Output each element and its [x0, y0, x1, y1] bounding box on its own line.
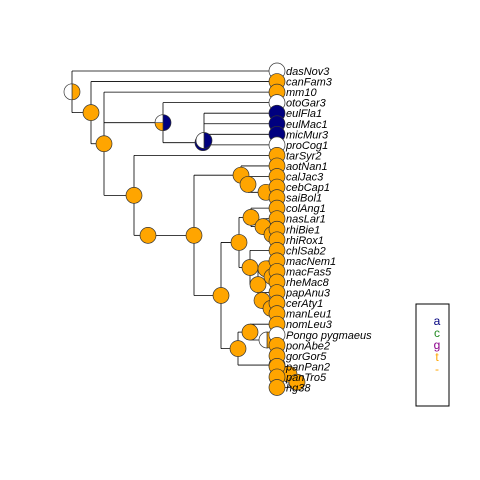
node-pie-n_strep — [154, 114, 172, 132]
node-pie-n_pan — [288, 373, 306, 391]
pie-slice — [82, 104, 100, 121]
tip-label: aotNan1 — [286, 161, 328, 173]
tip-label: papAnu3 — [285, 288, 331, 300]
pie-slice — [268, 379, 286, 396]
tip-label: hg38 — [286, 383, 311, 395]
tip-label: eulMac1 — [286, 119, 328, 131]
pie-slice — [239, 176, 257, 193]
legend-item: - — [435, 362, 439, 376]
node-pie-n_hom — [229, 340, 247, 357]
tip-label: tarSyr2 — [286, 150, 321, 162]
tip-label: macFas5 — [286, 266, 332, 278]
pie-slice — [249, 276, 267, 293]
tip-label: panPan2 — [285, 361, 330, 373]
tip-label: saiBol1 — [286, 193, 322, 205]
tip-label: calJac3 — [286, 172, 324, 184]
node-pie-n_papio — [249, 276, 267, 293]
tip-label: panTro5 — [285, 372, 327, 384]
tip-label: rheMac8 — [286, 277, 330, 289]
tip-label: Pongo pygmaeus — [286, 330, 372, 342]
tip-label: proCog1 — [285, 140, 328, 152]
pie-slice — [154, 114, 164, 124]
pie-slice — [241, 259, 259, 276]
tip-circle — [268, 379, 286, 396]
node-pie-n_cercin — [241, 259, 259, 276]
pie-slice — [63, 83, 73, 101]
node-pie-n_hom2 — [241, 323, 259, 341]
tip-label: manLeu1 — [286, 309, 332, 321]
pie-slice — [288, 373, 306, 391]
tip-label: nasLar1 — [286, 214, 326, 226]
legend-item: g — [434, 338, 441, 352]
tip-label: micMur3 — [286, 129, 329, 141]
pie-slice — [125, 187, 143, 204]
tip-label: ponAbe2 — [285, 340, 330, 352]
node-pie-n_colob — [242, 209, 260, 226]
node-pie-n_mic — [195, 132, 213, 149]
legend-item: a — [434, 314, 441, 328]
tip-label: dasNov3 — [286, 66, 330, 78]
tip-label: rhiRox1 — [286, 235, 324, 247]
legend-item: c — [434, 326, 440, 340]
pie-slice — [242, 209, 260, 226]
node-pie-n_euarch — [95, 135, 113, 153]
tip-label: nomLeu3 — [286, 319, 333, 331]
pie-slice — [95, 135, 113, 153]
node-pie-n_anthro — [139, 226, 157, 244]
pie-slice — [139, 226, 157, 244]
tip-state-circles — [268, 62, 286, 396]
pie-slice — [71, 83, 81, 101]
node-pie-n_catarr — [212, 287, 230, 304]
node-pie-n_cerco — [230, 234, 248, 251]
node-pie-n_mm10 — [82, 104, 100, 121]
tip-label: cebCap1 — [286, 182, 330, 194]
pie-slice — [212, 287, 230, 304]
tip-label: colAng1 — [286, 203, 326, 215]
pie-slice — [241, 323, 259, 341]
tip-label: rhiBie1 — [286, 224, 320, 236]
tip-label: macNem1 — [286, 256, 336, 268]
pie-slice — [230, 234, 248, 251]
pie-slice — [185, 226, 203, 244]
node-pie-n_cal — [239, 176, 257, 193]
pie-slice — [195, 132, 205, 149]
tip-label: gorGor5 — [286, 351, 327, 363]
legend-box — [415, 303, 450, 407]
legend-item: t — [435, 350, 439, 364]
tip-labels: dasNov3canFam3mm10otoGar3eulFla1eulMac1m… — [285, 66, 372, 395]
tip-label: chlSab2 — [286, 245, 326, 257]
tip-label: cerAty1 — [286, 298, 323, 310]
tip-label: eulFla1 — [286, 108, 322, 120]
pie-slice — [203, 132, 213, 149]
tip-label: canFam3 — [286, 77, 333, 89]
tip-label: mm10 — [286, 87, 317, 99]
pie-slice — [162, 114, 172, 132]
pie-slice — [154, 122, 164, 132]
node-pie-n_simi — [185, 226, 203, 244]
pie-slice — [229, 340, 247, 357]
node-pie-root — [63, 83, 81, 101]
pie-slice — [258, 331, 268, 349]
tip-label: otoGar3 — [286, 98, 327, 110]
node-pie-n_haplo — [125, 187, 143, 204]
